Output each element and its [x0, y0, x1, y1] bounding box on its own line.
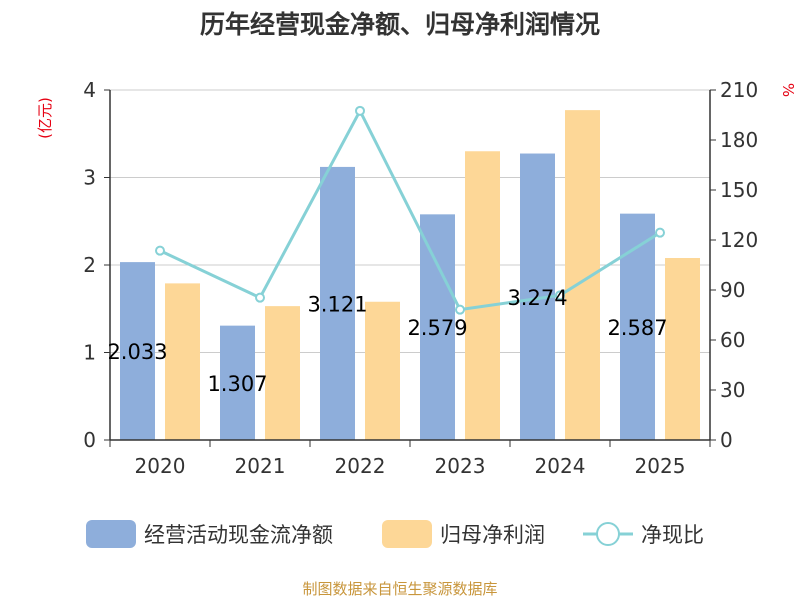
- y-right-tick-label: 30: [720, 378, 745, 402]
- data-labels: 2.033 1.307 3.121 2.579 3.274 2.587: [107, 286, 667, 396]
- x-tick-label: 2022: [335, 454, 386, 478]
- bar-value-label: 3.274: [507, 286, 567, 310]
- bar: [665, 258, 700, 440]
- legend-label: 净现比: [641, 523, 704, 547]
- x-tick-label: 2024: [535, 454, 586, 478]
- y-left-tick-label: 4: [83, 78, 96, 102]
- bar: [465, 151, 500, 440]
- y-left-tick-label: 2: [83, 253, 96, 277]
- y-left-tick-label: 1: [83, 341, 96, 365]
- bar: [365, 301, 400, 440]
- y-left-unit-label: (亿元): [36, 97, 54, 139]
- axes: 0 1 2 3 4 0 30 60 90 120 150 180 210 2020 2021 2022 2023…: [83, 78, 758, 478]
- y-right-tick-label: 210: [720, 78, 758, 102]
- bar: [620, 213, 655, 440]
- bar-value-label: 2.033: [107, 340, 167, 364]
- ratio-point: [555, 290, 565, 301]
- bar: [420, 214, 455, 440]
- source-note: 制图数据来自恒生聚源数据库: [302, 580, 497, 598]
- legend-swatch: [382, 520, 432, 548]
- y-right-tick-label: 90: [720, 278, 745, 302]
- bar-value-label: 2.587: [607, 316, 667, 340]
- bars: [120, 110, 700, 440]
- ratio-line: [155, 105, 665, 315]
- x-tick-label: 2020: [135, 454, 186, 478]
- bar: [120, 262, 155, 440]
- ratio-point: [455, 304, 465, 315]
- legend-swatch-marker: [596, 522, 620, 546]
- y-right-tick-label: 0: [720, 428, 733, 452]
- bar: [265, 306, 300, 440]
- bar-value-label: 2.579: [407, 316, 467, 340]
- bar: [320, 166, 355, 440]
- legend-label: 经营活动现金流净额: [144, 523, 333, 547]
- legend-swatch: [86, 520, 136, 548]
- ratio-point: [255, 292, 265, 303]
- y-right-tick-label: 120: [720, 228, 758, 252]
- ratio-point: [155, 245, 165, 256]
- x-tick-label: 2025: [635, 454, 686, 478]
- y-right-tick-label: 180: [720, 128, 758, 152]
- y-right-tick-label: 60: [720, 328, 745, 352]
- y-right-unit-label: %: [779, 83, 797, 97]
- bar-value-label: 3.121: [307, 292, 367, 316]
- y-right-tick-label: 150: [720, 178, 758, 202]
- y-left-tick-label: 0: [83, 428, 96, 452]
- x-tick-label: 2023: [435, 454, 486, 478]
- bar-value-label: 1.307: [207, 372, 267, 396]
- bar: [220, 325, 255, 440]
- ratio-line-path: [159, 107, 661, 312]
- ratio-point: [655, 227, 665, 238]
- ratio-point: [355, 105, 365, 116]
- y-left-tick-label: 3: [83, 166, 96, 190]
- chart-title: 历年经营现金净额、归母净利润情况: [200, 10, 600, 39]
- legend-label: 归母净利润: [440, 523, 545, 547]
- bar: [165, 283, 200, 440]
- x-tick-label: 2021: [235, 454, 286, 478]
- legend: 经营活动现金流净额 归母净利润 净现比: [86, 520, 704, 548]
